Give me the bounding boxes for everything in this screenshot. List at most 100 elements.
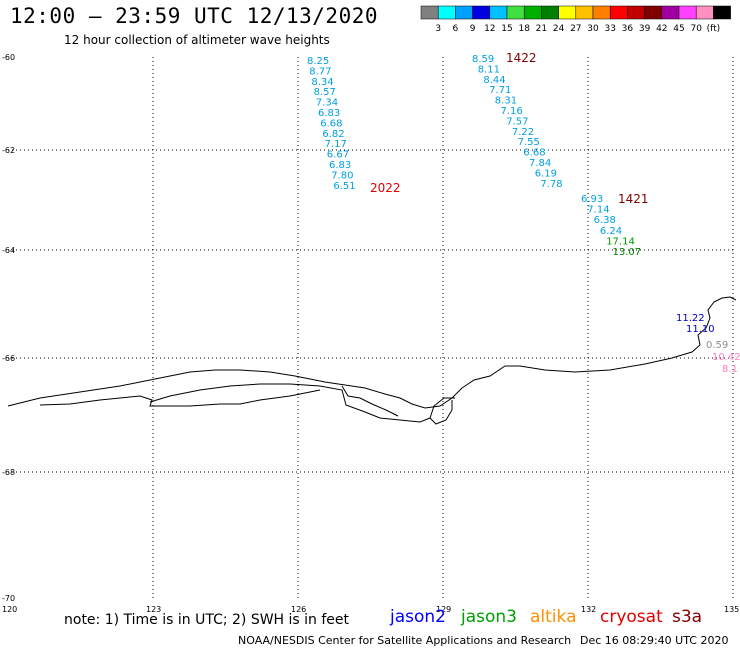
satellite-name: cryosat (600, 607, 663, 627)
legend-label: 27 (570, 24, 581, 34)
wave-height-value: 6.83 (318, 108, 340, 119)
latitude-label: -66 (2, 354, 15, 363)
latitude-label: -64 (2, 246, 15, 255)
legend-swatch (523, 5, 542, 20)
legend-swatch (592, 5, 611, 20)
legend-label: 21 (536, 24, 547, 34)
satellite-name: jason2 (390, 607, 446, 627)
latitude-label: -70 (2, 594, 15, 603)
wave-height-value: 6.24 (600, 226, 622, 237)
wave-height-value: 8.34 (311, 77, 333, 88)
legend-swatch (713, 5, 731, 20)
longitude-label: 129 (436, 605, 451, 614)
legend-label: 9 (470, 24, 476, 34)
track-id-label: 2022 (370, 181, 401, 195)
map-title: 12:00 – 23:59 UTC 12/13/2020 (10, 4, 379, 28)
grid-lines: -60 -62 -64 -66 -68 -70 120 123 126 129 132 135 (2, 53, 739, 614)
longitude-label: 126 (291, 605, 306, 614)
wave-height-value: 8.44 (483, 75, 505, 86)
wave-height-value: 7.80 (331, 170, 353, 181)
color-legend: 3 6 9 12 15 18 21 24 27 30 33 36 39 42 45 70 (ft) (420, 5, 731, 34)
legend-swatch (575, 5, 594, 20)
wave-height-value: 17.14 (606, 236, 635, 247)
legend-swatch (609, 5, 628, 20)
legend-swatch (644, 5, 663, 20)
wave-height-value: 7.55 (518, 137, 540, 148)
coastline (7, 296, 737, 425)
wave-height-values: 8.258.778.348.577.346.836.686.827.176.67… (307, 51, 740, 375)
wave-height-value: 8.25 (307, 56, 329, 67)
wave-height-value: 7.71 (489, 85, 511, 96)
legend-swatch (472, 5, 491, 20)
wave-height-value: 6.83 (329, 160, 351, 171)
legend-swatch (420, 5, 439, 20)
legend-label: 18 (518, 24, 530, 34)
antarctic-coastline (7, 296, 737, 409)
wave-height-value: 7.57 (506, 116, 528, 127)
longitude-label: 123 (146, 605, 161, 614)
wave-height-value: 7.34 (316, 98, 338, 109)
coastline-inlet-2 (39, 389, 321, 407)
wave-height-value: 0.59 (706, 340, 728, 351)
satellite-name: jason3 (461, 607, 517, 627)
timestamp-text: Dec 16 08:29:40 UTC 2020 (580, 634, 729, 647)
legend-label: 24 (553, 24, 565, 34)
wave-height-value: 8.1 (722, 364, 738, 375)
wave-height-value: 8.77 (309, 66, 331, 77)
credit-text: NOAA/NESDIS Center for Satellite Applica… (238, 634, 572, 647)
legend-label: 6 (453, 24, 459, 34)
legend-swatch (455, 5, 473, 20)
latitude-label: -68 (2, 468, 15, 477)
track-id-label: 1421 (618, 192, 649, 206)
wave-height-value: 7.22 (512, 127, 534, 138)
legend-label: 70 (690, 24, 702, 34)
wave-height-value: 7.17 (325, 139, 347, 150)
legend-swatch (627, 5, 645, 20)
wave-height-value: 7.14 (587, 205, 609, 216)
wave-height-value: 6.67 (327, 150, 349, 161)
legend-swatch (695, 5, 714, 20)
longitude-label: 132 (581, 605, 596, 614)
wave-height-value: 8.11 (478, 64, 500, 75)
wave-height-value: 11.10 (686, 324, 715, 335)
legend-swatch (558, 5, 577, 20)
legend-label: 3 (435, 24, 441, 34)
legend-swatch (489, 5, 508, 20)
wave-height-value: 8.31 (495, 96, 517, 107)
wave-height-value: 8.59 (472, 54, 494, 65)
wave-height-value: 13.07 (613, 247, 642, 258)
coastline-inlet-1 (149, 383, 455, 423)
legend-label: (ft) (707, 24, 721, 34)
legend-swatch (541, 5, 559, 20)
wave-height-value: 7.78 (540, 179, 562, 190)
wave-height-value: 7.84 (529, 158, 551, 169)
map-subtitle: 12 hour collection of altimeter wave hei… (64, 33, 330, 47)
longitude-label: 120 (2, 605, 17, 614)
legend-label: 42 (656, 24, 667, 34)
wave-height-value: 6.51 (333, 181, 355, 192)
satellite-name: altika (530, 607, 577, 627)
latitude-label: -62 (2, 146, 15, 155)
legend-label: 33 (604, 24, 615, 34)
legend-label: 30 (587, 24, 599, 34)
wave-height-value: 10.42 (712, 352, 740, 363)
legend-label: 36 (622, 24, 634, 34)
wave-height-value: 7.16 (501, 106, 523, 117)
wave-height-value: 8.57 (314, 87, 336, 98)
legend-swatch (437, 5, 456, 20)
legend-swatch (661, 5, 680, 20)
latitude-label: -60 (2, 53, 15, 62)
longitude-label: 135 (724, 605, 739, 614)
wave-height-value: 6.38 (594, 215, 616, 226)
legend-label: 15 (501, 24, 512, 34)
satellite-name: s3a (672, 607, 703, 627)
coastline-inlet-3 (429, 400, 453, 425)
note-text: note: 1) Time is in UTC; 2) SWH is in fe… (64, 612, 350, 628)
wave-height-value: 6.82 (322, 129, 344, 140)
wave-height-value: 6.68 (523, 148, 545, 159)
track-id-label: 1422 (506, 51, 537, 65)
legend-label: 12 (484, 24, 495, 34)
legend-label: 45 (673, 24, 684, 34)
coastline-inlet-4 (341, 385, 399, 417)
